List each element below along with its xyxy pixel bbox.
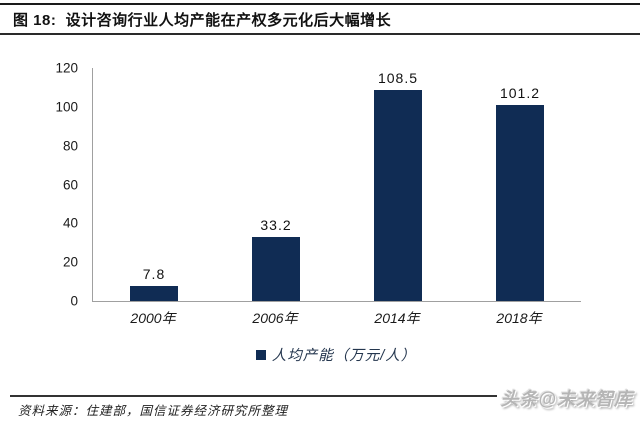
x-axis-labels: 2000年 2006年 2014年 2018年 [92,308,580,328]
bar-slot: 101.2 [459,68,581,301]
y-tick-label: 20 [62,254,78,270]
y-tick-label: 40 [62,215,78,231]
y-tick-label: 60 [62,177,78,192]
bar-value-label: 33.2 [260,216,292,233]
legend-swatch-icon [255,349,266,360]
figure-title: 图 18: 设计咨询行业人均产能在产权多元化后大幅增长 [13,12,392,29]
title-underline-rule [0,33,640,35]
y-tick-label: 120 [55,60,78,76]
y-tick-label: 80 [62,138,78,154]
y-tick-label: 100 [55,99,78,115]
plot-area: 7.8 33.2 108.5 101.2 [92,68,581,302]
bar-2006年: 33.2 [252,217,300,301]
watermark: 头条@未来智库 [497,385,636,411]
footer-rule [10,395,632,397]
x-axis-label: 2000年 [130,310,176,326]
y-tick-label: 0 [70,293,78,309]
bar-2018年: 101.2 [496,85,544,301]
bar-2000年: 7.8 [130,266,178,301]
bar-value-label: 108.5 [377,70,419,87]
top-rule [0,3,640,5]
bar-chart: 0 20 40 60 80 100 120 7.8 33.2 108.5 101.2 2000年 2… [0,61,581,365]
y-axis-ticks: 0 20 40 60 80 100 120 [0,61,86,309]
x-axis-label: 2006年 [252,310,298,326]
bar-slot: 33.2 [215,68,337,301]
x-axis-label: 2018年 [496,310,542,326]
source-note: 资料来源：住建部，国信证券经济研究所整理 [18,404,289,418]
legend-label: 人均产能（万元/人） [271,348,417,364]
bar-slot: 7.8 [93,68,215,301]
bar-slot: 108.5 [337,68,459,301]
bar-value-label: 7.8 [142,265,166,282]
bar-value-label: 101.2 [499,84,541,101]
bar-2014年: 108.5 [374,70,422,301]
bar-series: 7.8 33.2 108.5 101.2 [93,68,581,301]
chart-legend: 人均产能（万元/人） [92,344,580,365]
x-axis-label: 2014年 [374,310,420,326]
